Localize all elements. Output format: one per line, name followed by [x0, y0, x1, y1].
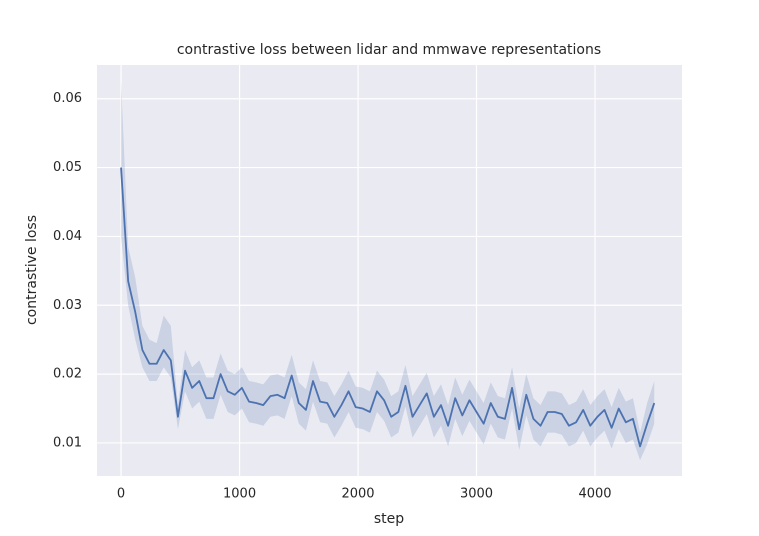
plot-background — [97, 65, 682, 476]
x-axis-label: step — [374, 511, 404, 527]
x-tick-label: 2000 — [341, 487, 374, 502]
x-tick-label: 4000 — [578, 487, 611, 502]
y-tick-label: 0.01 — [53, 435, 82, 450]
confidence-band — [121, 81, 655, 461]
y-axis-label: contrastive loss — [24, 215, 40, 325]
x-tick-label: 1000 — [223, 487, 256, 502]
y-tick-label: 0.05 — [53, 160, 82, 175]
x-tick-label: 3000 — [460, 487, 493, 502]
line — [120, 167, 656, 448]
chart-title: contrastive loss between lidar and mmwav… — [177, 42, 601, 58]
y-tick-label: 0.06 — [53, 91, 82, 106]
y-tick-label: 0.02 — [53, 367, 82, 382]
y-tick-label: 0.04 — [53, 229, 82, 244]
x-tick-label: 0 — [117, 487, 125, 502]
y-tick-label: 0.03 — [53, 298, 82, 313]
